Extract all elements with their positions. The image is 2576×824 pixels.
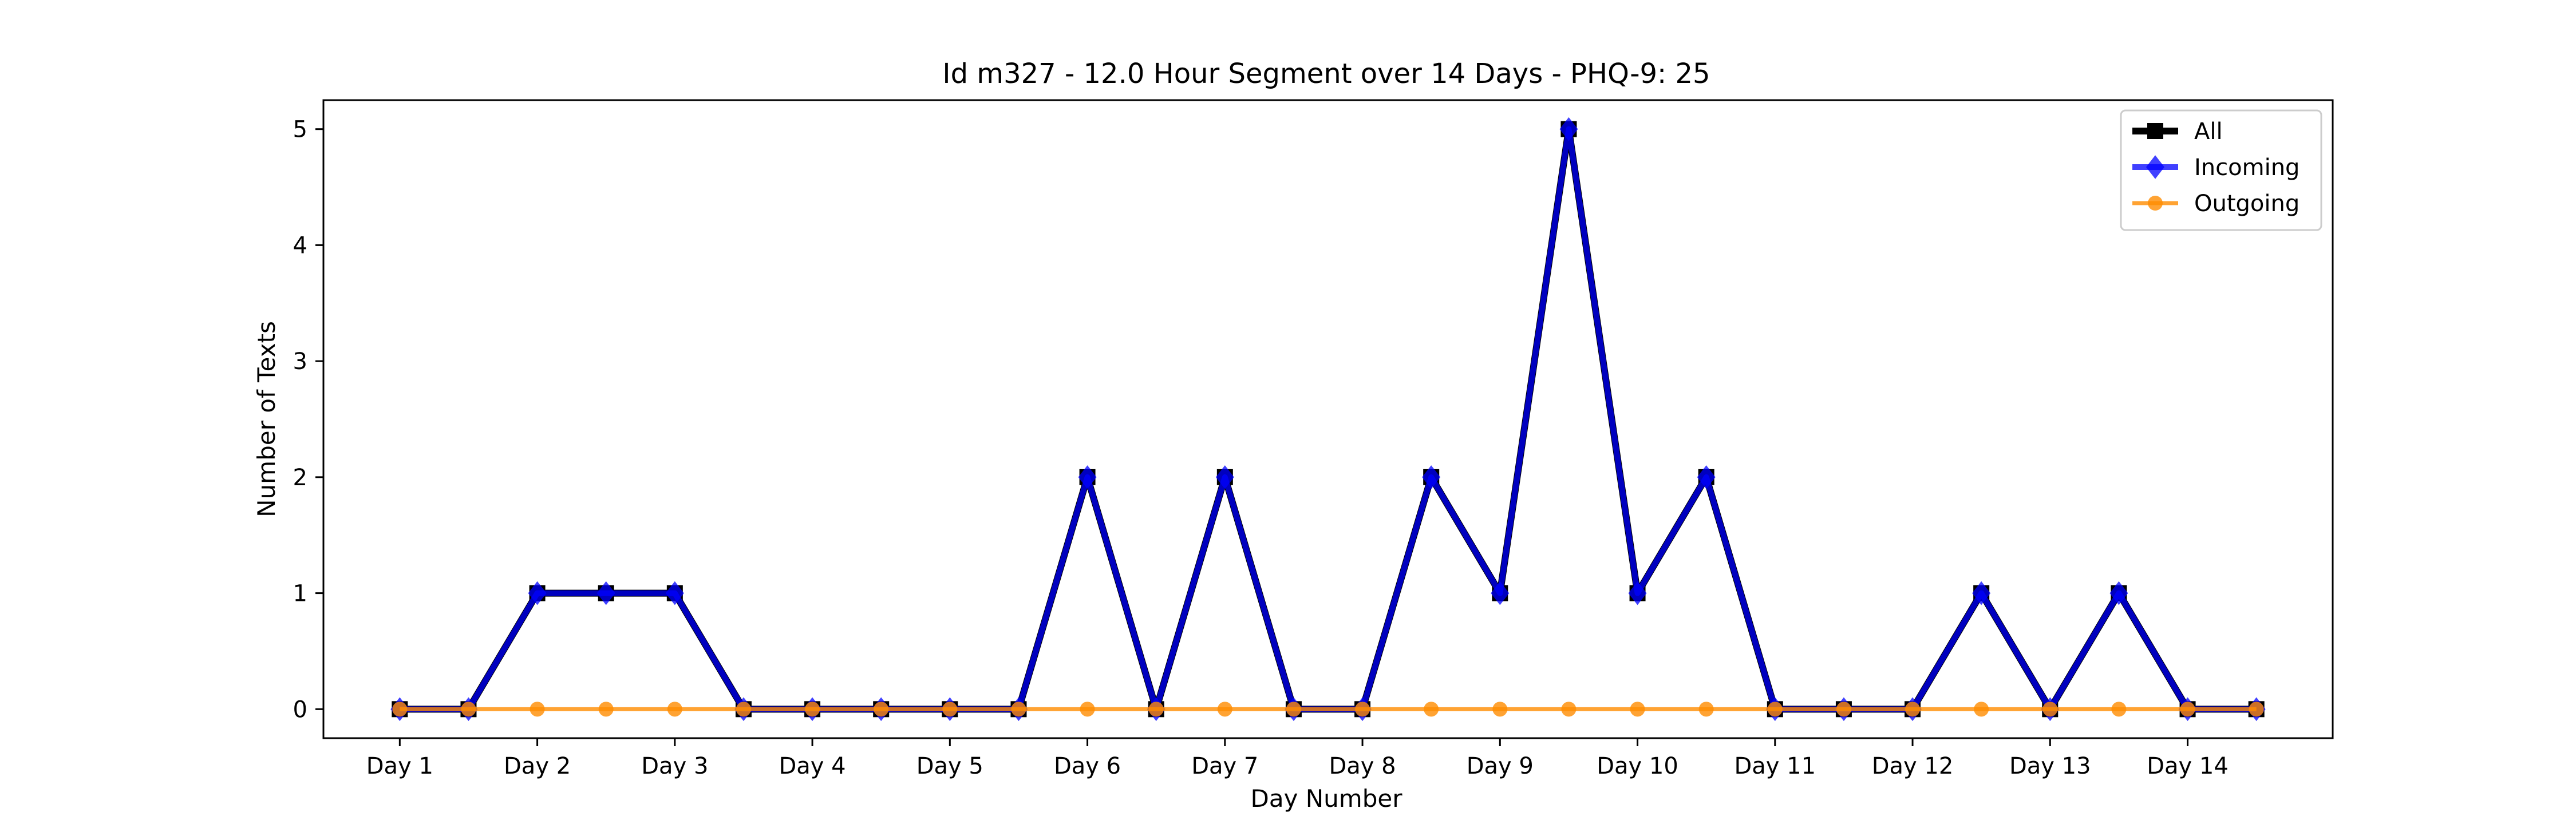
data-point-incoming	[1422, 465, 1441, 489]
data-point-outgoing	[2111, 702, 2127, 717]
legend-marker-outgoing	[2148, 196, 2163, 211]
x-tick-label: Day 10	[1597, 753, 1678, 779]
data-point-outgoing	[530, 702, 545, 717]
x-tick-label: Day 12	[1872, 753, 1954, 779]
data-point-incoming	[528, 581, 547, 605]
data-point-incoming	[1215, 465, 1234, 489]
data-point-outgoing	[1836, 702, 1851, 717]
y-axis: 0 1 2 3 4 5	[293, 117, 323, 723]
legend-item-outgoing: Outgoing	[2132, 191, 2300, 217]
data-point-incoming	[1628, 581, 1647, 605]
x-axis: Day 1 Day 2 Day 3 Day 4 Day 5 Day 6 Day 7 Day 8…	[366, 738, 2229, 779]
data-point-outgoing	[461, 702, 476, 717]
data-point-outgoing	[1217, 702, 1232, 717]
data-point-outgoing	[1630, 702, 1645, 717]
data-point-incoming	[1972, 581, 1991, 605]
legend-label-outgoing: Outgoing	[2194, 191, 2300, 217]
y-tick-label: 0	[293, 696, 307, 723]
x-tick-label: Day 7	[1191, 753, 1258, 779]
data-point-outgoing	[1355, 702, 1370, 717]
data-point-outgoing	[667, 702, 682, 717]
data-point-outgoing	[736, 702, 751, 717]
x-tick-label: Day 6	[1054, 753, 1121, 779]
data-point-outgoing	[2180, 702, 2195, 717]
legend-item-incoming: Incoming	[2132, 154, 2300, 181]
series-line-incoming	[400, 126, 2257, 712]
data-point-outgoing	[805, 702, 820, 717]
data-point-incoming	[1559, 117, 1578, 141]
x-tick-label: Day 1	[366, 753, 433, 779]
x-tick-label: Day 3	[641, 753, 708, 779]
data-point-outgoing	[1148, 702, 1164, 717]
series-line-all	[400, 125, 2257, 713]
data-point-incoming	[2109, 581, 2128, 605]
data-point-outgoing	[942, 702, 958, 717]
legend: All Incoming Outgoing	[2120, 109, 2322, 231]
series-all	[392, 121, 2265, 718]
x-tick-label: Day 2	[504, 753, 571, 779]
y-tick-label: 1	[293, 581, 307, 607]
data-point-outgoing	[1698, 702, 1714, 717]
series-incoming	[390, 117, 2266, 722]
x-tick-label: Day 9	[1467, 753, 1534, 779]
data-point-outgoing	[1905, 702, 1921, 717]
series-outgoing	[392, 702, 2264, 717]
data-point-outgoing	[1011, 702, 1026, 717]
x-tick-label: Day 5	[916, 753, 983, 779]
x-tick-label: Day 8	[1329, 753, 1396, 779]
plot-frame	[322, 99, 2334, 739]
legend-marker-all	[2147, 123, 2163, 139]
chart-title: Id m327 - 12.0 Hour Segment over 14 Days…	[942, 58, 1710, 90]
data-point-outgoing	[1767, 702, 1783, 717]
y-tick-label: 4	[293, 232, 307, 259]
data-point-incoming	[596, 581, 615, 605]
data-point-incoming	[665, 581, 684, 605]
y-tick-label: 5	[293, 117, 307, 143]
legend-item-all: All	[2132, 118, 2223, 145]
legend-box	[2120, 109, 2322, 231]
y-tick-label: 3	[293, 348, 307, 375]
data-point-incoming	[1697, 465, 1716, 489]
data-point-outgoing	[598, 702, 614, 717]
data-point-outgoing	[1080, 702, 1095, 717]
data-point-outgoing	[1974, 702, 1989, 717]
data-point-outgoing	[392, 702, 408, 717]
data-point-outgoing	[1286, 702, 1301, 717]
legend-label-all: All	[2194, 118, 2223, 145]
x-axis-label: Day Number	[1250, 785, 1402, 813]
y-tick-label: 2	[293, 465, 307, 491]
data-point-outgoing	[1561, 702, 1577, 717]
legend-label-incoming: Incoming	[2194, 154, 2300, 181]
data-point-outgoing	[1492, 702, 1508, 717]
plot-area	[390, 117, 2266, 722]
data-point-outgoing	[1424, 702, 1439, 717]
legend-marker-incoming	[2146, 155, 2164, 179]
data-point-incoming	[1491, 581, 1510, 605]
data-point-outgoing	[2249, 702, 2264, 717]
x-tick-label: Day 13	[2009, 753, 2091, 779]
data-point-outgoing	[874, 702, 889, 717]
y-axis-label: Number of Texts	[252, 321, 280, 517]
data-point-incoming	[1078, 465, 1097, 489]
x-tick-label: Day 11	[1734, 753, 1816, 779]
x-tick-label: Day 4	[779, 753, 846, 779]
x-tick-label: Day 14	[2147, 753, 2229, 779]
data-point-outgoing	[2042, 702, 2058, 717]
